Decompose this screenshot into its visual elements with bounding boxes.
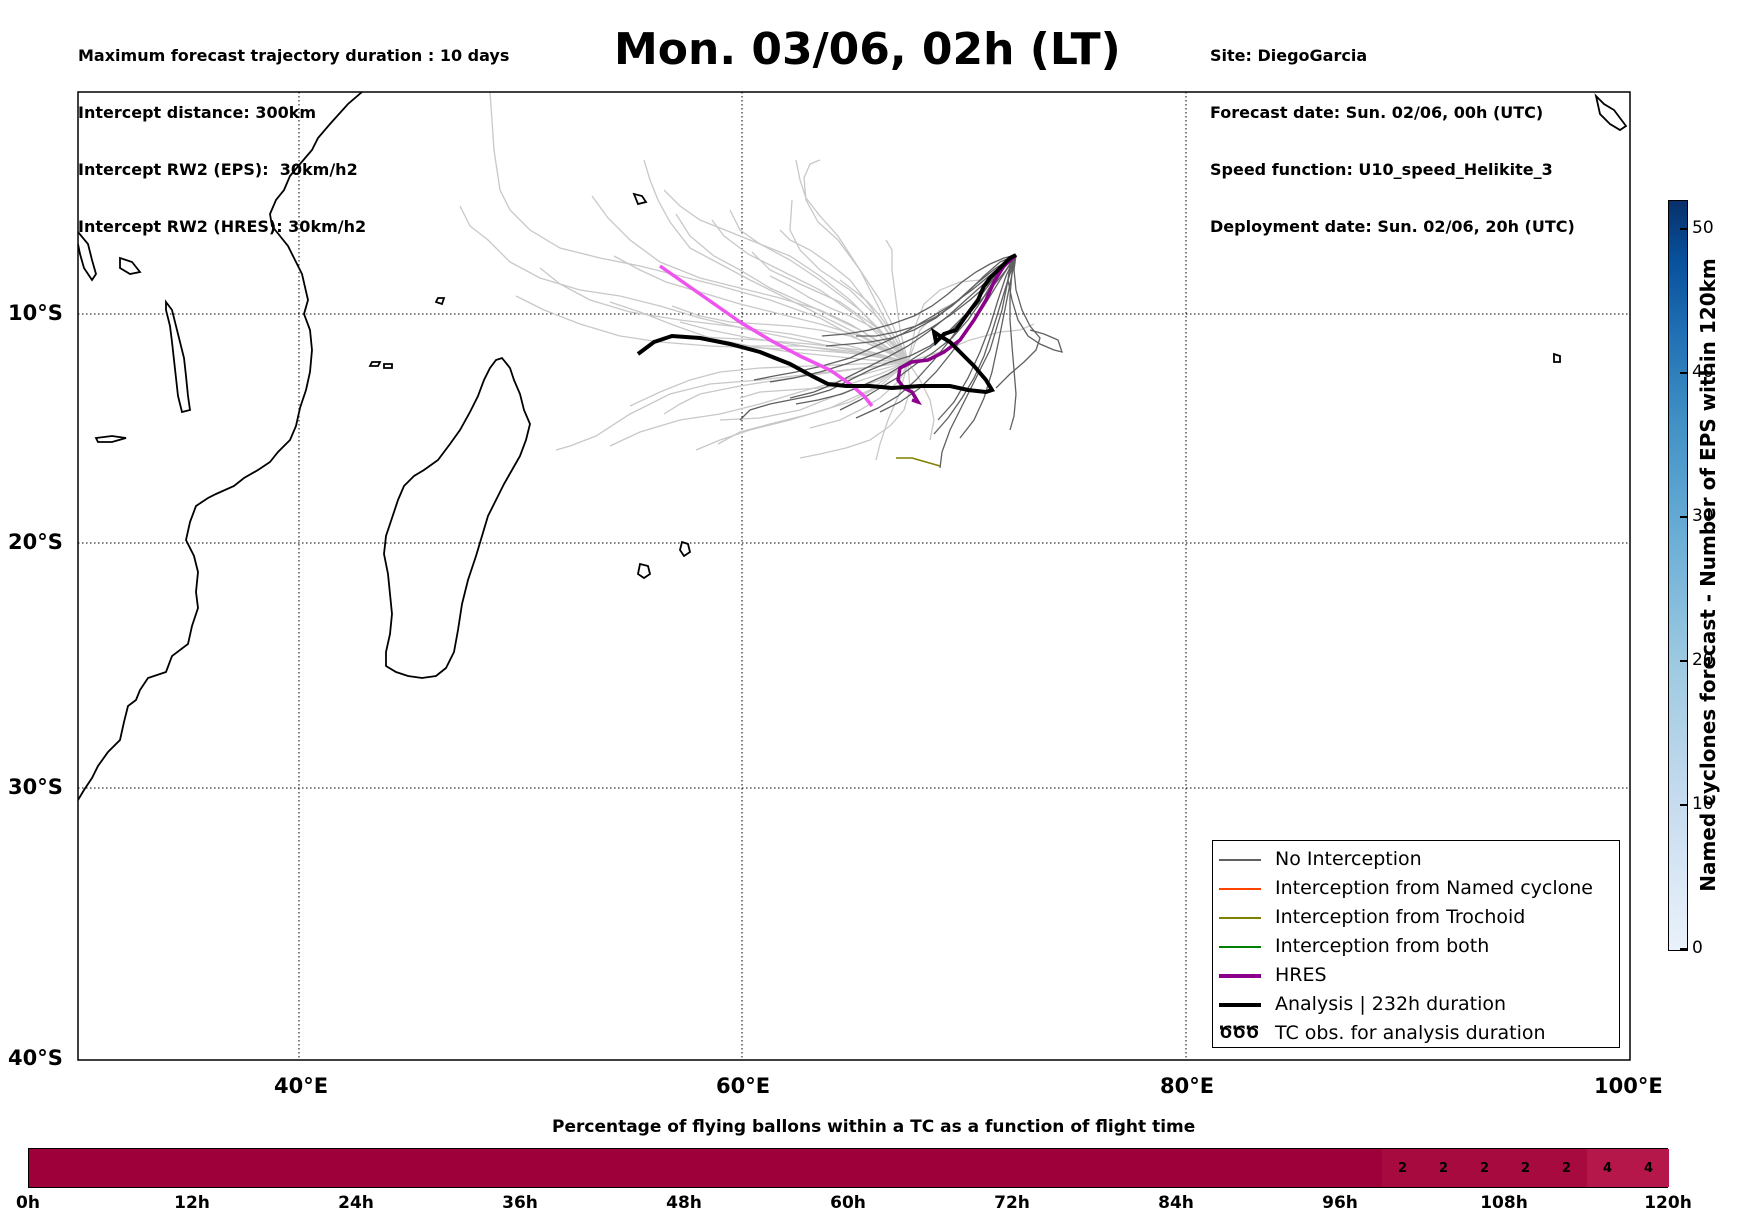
percentage-cell: 4 (1628, 1149, 1669, 1187)
percentage-cell: 2 (1546, 1149, 1587, 1187)
percentage-tick-label: 84h (1158, 1193, 1194, 1213)
legend-swatch (1219, 946, 1261, 948)
lake-coast-1 (165, 299, 192, 414)
forecast-date-text: Forecast date: Sun. 02/06, 00h (UTC) (1210, 103, 1544, 122)
lake-coast-2 (78, 231, 97, 282)
legend-item-analysis: Analysis | 232h duration (1213, 990, 1619, 1019)
percentage-bar-title: Percentage of flying ballons within a TC… (552, 1117, 1196, 1137)
colorbar-tick-label: 30 (1692, 505, 1714, 526)
intercept-eps-text: Intercept RW2 (EPS): 30km/h2 (78, 160, 358, 179)
colorbar-tickmark (1680, 660, 1687, 662)
lon-label-100e: 100°E (1594, 1074, 1663, 1098)
legend-label: No Interception (1275, 848, 1422, 870)
percentage-cell: 2 (1505, 1149, 1546, 1187)
legend-swatch (1219, 917, 1261, 919)
legend-label: HRES (1275, 964, 1327, 986)
percentage-tick-label: 60h (830, 1193, 866, 1213)
legend-swatch (1219, 888, 1261, 890)
legend-item-tc-obs: ԾԾԾ TC obs. for analysis duration (1213, 1019, 1619, 1048)
max-duration-text: Maximum forecast trajectory duration : 1… (78, 46, 510, 65)
africa-coast (78, 92, 363, 801)
cyclone-colorbar (1668, 200, 1688, 951)
legend-swatch (1219, 1003, 1261, 1007)
percentage-cell: 2 (1382, 1149, 1423, 1187)
legend-item-no-interception: No Interception (1213, 845, 1619, 874)
site-text: Site: DiegoGarcia (1210, 46, 1368, 65)
percentage-tick-label: 0h (16, 1193, 40, 1213)
speed-function-text: Speed function: U10_speed_Helikite_3 (1210, 160, 1553, 179)
legend-item-hres: HRES (1213, 961, 1619, 990)
percentage-tick-label: 96h (1322, 1193, 1358, 1213)
analysis-track (636, 253, 1017, 395)
colorbar-tickmark (1680, 804, 1687, 806)
intercept-hres-text: Intercept RW2 (HRES): 30km/h2 (78, 217, 367, 236)
deployment-date-text: Deployment date: Sun. 02/06, 20h (UTC) (1210, 217, 1575, 236)
colorbar-tick-label: 10 (1692, 793, 1714, 814)
percentage-tick-label: 108h (1480, 1193, 1528, 1213)
percentage-tick-label: 48h (666, 1193, 702, 1213)
lat-label-10s: 10°S (8, 301, 63, 325)
legend-swatch (1219, 974, 1261, 978)
lake-coast-3 (119, 256, 142, 275)
percentage-tick-label: 72h (994, 1193, 1030, 1213)
coastline (78, 92, 1628, 801)
legend-item-named-cyclone: Interception from Named cyclone (1213, 874, 1619, 903)
eps-trajectories (459, 92, 1035, 461)
lat-label-30s: 30°S (8, 775, 63, 799)
socotra-coast (1594, 93, 1628, 132)
lat-label-40s: 40°S (8, 1046, 63, 1070)
gridlines (78, 92, 1630, 1060)
colorbar-tickmark (1680, 372, 1687, 374)
tc-obs-icon: ԾԾԾ (1219, 1023, 1260, 1043)
hres-track (896, 253, 1018, 406)
lon-label-80e: 80°E (1160, 1074, 1215, 1098)
legend-label: Analysis | 232h duration (1275, 993, 1507, 1015)
colorbar-tick-label: 20 (1692, 649, 1714, 670)
mauritius-coast (679, 540, 692, 558)
legend-label: Interception from Trochoid (1275, 906, 1526, 928)
madagascar-coast (383, 356, 531, 679)
lon-label-40e: 40°E (274, 1074, 329, 1098)
colorbar-tick-label: 40 (1692, 361, 1714, 382)
legend-item-both: Interception from both (1213, 932, 1619, 961)
lat-label-20s: 20°S (8, 530, 63, 554)
islands-3 (434, 297, 446, 306)
percentage-tick-label: 120h (1644, 1193, 1692, 1213)
colorbar-tick-label: 0 (1692, 938, 1703, 958)
colorbar-tickmark (1680, 228, 1687, 230)
map-legend: No Interception Interception from Named … (1212, 840, 1620, 1048)
percentage-tick-label: 24h (338, 1193, 374, 1213)
map-title: Mon. 03/06, 02h (LT) (614, 24, 1121, 75)
percentage-tick-label: 36h (502, 1193, 538, 1213)
percentage-cell: 2 (1423, 1149, 1464, 1187)
islands-1 (368, 361, 382, 367)
colorbar-tick-label: 50 (1692, 217, 1714, 238)
islands-2 (383, 363, 393, 369)
colorbar-tickmark (1680, 948, 1687, 950)
reunion-coast (636, 562, 652, 580)
header-left-info: Maximum forecast trajectory duration : 1… (78, 8, 509, 255)
legend-label: Interception from Named cyclone (1275, 877, 1593, 899)
intercept-distance-text: Intercept distance: 300km (78, 103, 317, 122)
legend-swatch (1219, 859, 1261, 861)
legend-label: Interception from both (1275, 935, 1490, 957)
legend-label: TC obs. for analysis duration (1275, 1022, 1546, 1044)
percentage-cell: 2 (1464, 1149, 1505, 1187)
header-right-info: Site: DiegoGarcia Forecast date: Sun. 02… (1210, 8, 1575, 255)
percentage-cell: 4 (1587, 1149, 1628, 1187)
lon-label-60e: 60°E (716, 1074, 771, 1098)
colorbar-title: Named cyclones forecast - Number of EPS … (1696, 258, 1720, 892)
islands-4 (632, 192, 648, 206)
islands-5 (1553, 352, 1561, 363)
legend-item-trochoid: Interception from Trochoid (1213, 903, 1619, 932)
colorbar-tickmark (1680, 516, 1687, 518)
percentage-tick-label: 12h (174, 1193, 210, 1213)
map-frame (77, 91, 1631, 1061)
lake-coast-4 (94, 435, 127, 443)
trochoid-trajectory (896, 457, 941, 467)
